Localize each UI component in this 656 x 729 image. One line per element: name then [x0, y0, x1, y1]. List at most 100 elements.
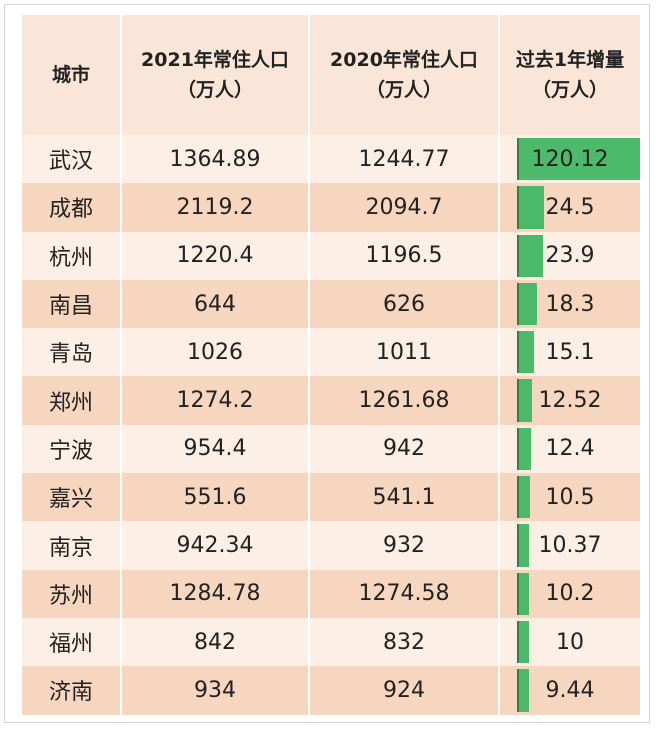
- cell-text: 24.5: [545, 194, 595, 220]
- table-cell: 郑州: [22, 376, 122, 425]
- cell-text: 青岛: [48, 342, 93, 368]
- table-cell: 12.4: [500, 424, 640, 474]
- table-cell: 12.52: [500, 376, 640, 425]
- table-row: 苏州 1284.78 1274.58 10.2: [22, 569, 640, 618]
- header-text: （万人）: [365, 79, 442, 101]
- cell-text: 南京: [48, 535, 93, 561]
- table-cell: 宁波: [22, 424, 122, 474]
- cell-text: 942: [383, 436, 425, 462]
- table-row: 福州 842 832 10: [22, 617, 640, 667]
- table-cell: 942.34: [122, 521, 310, 570]
- cell-text: 1244.77: [358, 146, 450, 172]
- data-bar: [517, 234, 544, 277]
- data-bar: [517, 138, 640, 181]
- table-cell: 932: [310, 521, 500, 570]
- header-cell: 2021年常住人口 （万人）: [122, 15, 310, 135]
- table-cell: 2094.7: [310, 183, 500, 232]
- table-row: 南京 942.34 932 10.37: [22, 521, 640, 570]
- cell-text: 644: [194, 291, 236, 317]
- data-bar: [517, 572, 530, 615]
- table-cell: 1026: [122, 328, 310, 377]
- table-cell: 10.5: [500, 473, 640, 522]
- table-cell: 10.37: [500, 521, 640, 570]
- table-cell: 嘉兴: [22, 473, 122, 522]
- table-cell: 成都: [22, 183, 122, 232]
- table-cell: 10: [500, 617, 640, 667]
- cell-text: 武汉: [48, 149, 93, 175]
- data-bar: [517, 186, 544, 229]
- table-row: 宁波 954.4 942 12.4: [22, 424, 640, 474]
- cell-text: 10.37: [538, 533, 602, 559]
- cell-text: 2094.7: [365, 194, 443, 220]
- cell-text: 南昌: [48, 294, 93, 320]
- table-cell: 南京: [22, 521, 122, 570]
- cell-text: 10.5: [545, 484, 595, 510]
- cell-text: 626: [383, 291, 425, 317]
- header-text: 2020年常住人口: [330, 49, 478, 71]
- cell-text: 934: [194, 677, 236, 703]
- cell-text: 12.52: [538, 388, 602, 414]
- table-cell: 济南: [22, 666, 122, 715]
- cell-text: 郑州: [48, 390, 93, 416]
- table-cell: 842: [122, 617, 310, 667]
- header-text: 过去1年增量: [515, 49, 625, 71]
- data-bar: [517, 524, 530, 567]
- header-cell: 2020年常住人口 （万人）: [310, 15, 500, 135]
- cell-text: 932: [383, 533, 425, 559]
- data-bar: [517, 476, 530, 519]
- table-cell: 苏州: [22, 569, 122, 618]
- table-cell: 644: [122, 279, 310, 329]
- cell-text: 1364.89: [169, 146, 261, 172]
- table-cell: 15.1: [500, 328, 640, 377]
- data-bar: [517, 620, 530, 664]
- cell-text: 15.1: [545, 339, 595, 365]
- table-cell: 福州: [22, 617, 122, 667]
- table-cell: 9.44: [500, 666, 640, 715]
- table-cell: 1220.4: [122, 231, 310, 280]
- cell-text: 1196.5: [365, 243, 443, 269]
- table-cell: 1011: [310, 328, 500, 377]
- cell-text: 18.3: [545, 291, 595, 317]
- cell-text: 1011: [376, 339, 432, 365]
- data-bar: [517, 669, 529, 712]
- table-cell: 551.6: [122, 473, 310, 522]
- table-cell: 10.2: [500, 569, 640, 618]
- table-cell: 1274.58: [310, 569, 500, 618]
- cell-text: 福州: [48, 632, 93, 658]
- cell-text: 23.9: [545, 243, 595, 269]
- table-cell: 23.9: [500, 231, 640, 280]
- cell-text: 1274.2: [176, 388, 254, 414]
- table-cell: 1284.78: [122, 569, 310, 618]
- table-row: 南昌 644 626 18.3: [22, 279, 640, 329]
- cell-text: 10.2: [545, 581, 595, 607]
- table-row: 郑州 1274.2 1261.68 12.52: [22, 376, 640, 425]
- table-cell: 832: [310, 617, 500, 667]
- cell-text: 541.1: [372, 484, 436, 510]
- table-cell: 626: [310, 279, 500, 329]
- data-bar: [517, 331, 535, 374]
- cell-text: 苏州: [48, 583, 93, 609]
- header-text: （万人）: [531, 79, 608, 101]
- cell-text: 9.44: [545, 677, 595, 703]
- cell-text: 120.12: [531, 146, 609, 172]
- header-cell: 城市: [22, 15, 122, 135]
- table-cell: 南昌: [22, 279, 122, 329]
- cell-text: 832: [383, 629, 425, 655]
- cell-text: 杭州: [48, 245, 93, 271]
- cell-text: 10: [556, 629, 584, 655]
- table-cell: 120.12: [500, 135, 640, 184]
- data-bar: [517, 427, 532, 471]
- table-cell: 2119.2: [122, 183, 310, 232]
- cell-text: 宁波: [48, 438, 93, 464]
- cell-text: 嘉兴: [48, 487, 93, 513]
- cell-text: 1284.78: [169, 581, 261, 607]
- table-row: 杭州 1220.4 1196.5 23.9: [22, 231, 640, 280]
- cell-text: 1220.4: [176, 243, 254, 269]
- table-cell: 1244.77: [310, 135, 500, 184]
- table-cell: 924: [310, 666, 500, 715]
- table-cell: 541.1: [310, 473, 500, 522]
- table-cell: 18.3: [500, 279, 640, 329]
- cell-text: 551.6: [183, 484, 247, 510]
- table-cell: 1196.5: [310, 231, 500, 280]
- cell-text: 济南: [48, 680, 93, 706]
